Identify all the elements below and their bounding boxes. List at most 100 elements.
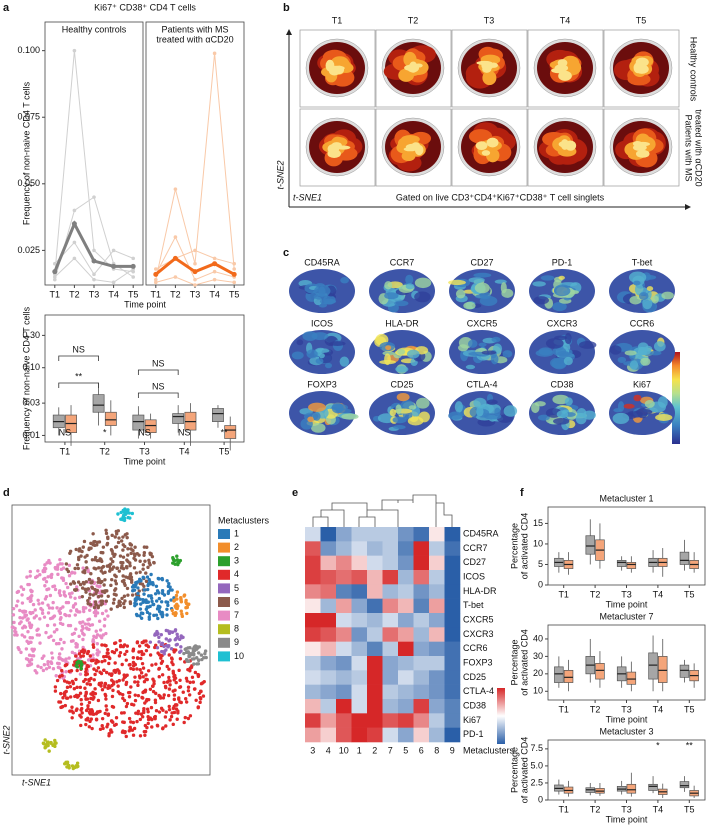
marker-spot	[318, 352, 325, 359]
heat-cell	[382, 570, 399, 585]
cell-dot	[100, 589, 105, 594]
heat-cell	[320, 584, 337, 599]
cell-dot	[130, 511, 135, 516]
cell-dot	[190, 657, 195, 661]
data-point	[232, 261, 236, 266]
marker-label: CD27	[470, 257, 493, 267]
cell-dot	[84, 708, 89, 713]
marker-spot	[552, 418, 570, 425]
cell-dot	[116, 540, 121, 545]
marker-spot	[633, 394, 642, 402]
cell-dot	[143, 729, 148, 734]
cell-dot	[50, 616, 55, 620]
heat-cell	[398, 699, 414, 714]
cell-dot	[75, 609, 79, 613]
heat-cell	[367, 656, 383, 671]
cell-dot	[118, 691, 122, 696]
heat-cell	[367, 684, 383, 700]
cell-dot	[112, 592, 117, 596]
cell-dot	[44, 579, 49, 584]
cell-dot	[13, 626, 17, 631]
marker-spot	[537, 414, 550, 421]
cell-dot	[70, 650, 75, 655]
cell-dot	[74, 664, 78, 668]
cell-dot	[132, 566, 137, 570]
cell-dot	[78, 672, 83, 676]
heat-cell	[398, 656, 414, 671]
cell-dot	[124, 658, 129, 662]
cell-dot	[57, 641, 61, 646]
cell-dot	[178, 558, 183, 563]
cell-dot	[142, 553, 146, 558]
cell-dot	[170, 657, 174, 661]
cell-dot	[183, 715, 187, 720]
cell-dot	[58, 589, 62, 593]
cell-dot	[58, 617, 63, 621]
cell-dot	[126, 593, 130, 597]
cell-dot	[67, 573, 72, 578]
cell-dot	[93, 539, 97, 544]
legend-swatch	[218, 583, 230, 594]
data-point	[92, 272, 96, 277]
heat-cell	[413, 570, 430, 585]
cell-dot	[91, 697, 95, 701]
cell-dot	[67, 563, 72, 568]
cell-dot	[48, 561, 52, 565]
cell-dot	[172, 678, 176, 682]
cell-dot	[146, 669, 151, 673]
cell-dot	[81, 580, 86, 585]
cell-dot	[166, 584, 171, 589]
heat-cell	[429, 670, 445, 685]
cell-dot	[17, 621, 22, 626]
cell-dot	[173, 703, 178, 707]
cell-dot	[115, 668, 120, 672]
cell-dot	[93, 672, 97, 677]
marker-spot	[623, 403, 635, 409]
cell-dot	[84, 690, 88, 694]
cell-dot	[49, 660, 53, 664]
cell-dot	[35, 633, 40, 637]
cell-dot	[95, 642, 100, 646]
heat-cell	[444, 613, 461, 628]
cell-dot	[198, 689, 203, 694]
cell-dot	[144, 579, 149, 584]
cell-dot	[91, 593, 95, 597]
cell-dot	[69, 639, 74, 643]
cell-dot	[99, 599, 103, 603]
cell-dot	[149, 705, 154, 710]
cell-dot	[86, 618, 90, 622]
cell-dot	[44, 630, 48, 635]
heat-cell	[413, 627, 430, 642]
x-tick-label: T5	[128, 289, 139, 299]
heat-cell	[351, 699, 368, 714]
cell-dot	[117, 654, 122, 658]
cell-dot	[133, 675, 137, 679]
heat-cell	[398, 527, 414, 542]
cell-dot	[77, 595, 82, 600]
cell-dot	[106, 722, 110, 727]
cell-dot	[131, 548, 135, 553]
marker-spot	[481, 350, 497, 355]
heat-cell	[429, 555, 445, 571]
cell-dot	[115, 680, 119, 684]
heat-cell	[382, 699, 399, 714]
cell-dot	[104, 697, 108, 701]
cell-dot	[103, 617, 107, 621]
cell-dot	[154, 599, 159, 603]
marker-spot	[396, 392, 410, 402]
y-tick-label: 10	[533, 686, 543, 696]
cell-dot	[38, 617, 42, 621]
heat-cell	[398, 713, 414, 728]
cell-dot	[141, 567, 145, 571]
cell-dot	[57, 674, 62, 679]
cell-dot	[44, 667, 49, 671]
cell-dot	[70, 716, 74, 720]
cell-dot	[138, 668, 142, 672]
cell-dot	[81, 654, 86, 658]
y-axis-label: of activated CD4	[519, 629, 529, 696]
cell-dot	[97, 566, 101, 570]
cell-dot	[173, 562, 177, 566]
cell-dot	[191, 647, 195, 651]
cell-dot	[96, 605, 100, 610]
cell-dot	[196, 705, 200, 710]
